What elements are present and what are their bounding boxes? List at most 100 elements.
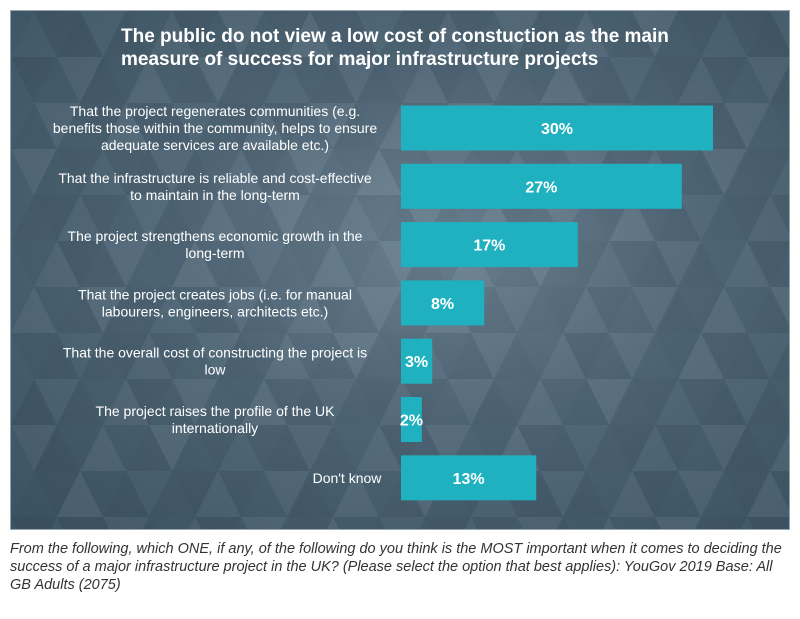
category-label-line: That the overall cost of constructing th… — [63, 345, 367, 361]
category-label-line: labourers, engineers, architects etc.) — [102, 303, 328, 319]
background-triangle — [333, 379, 379, 425]
chart-caption: From the following, which ONE, if any, o… — [10, 541, 782, 593]
background-triangle — [471, 57, 517, 103]
background-triangle — [103, 517, 149, 530]
bar-value-label: 17% — [473, 238, 505, 255]
background-triangle — [195, 103, 241, 149]
background-triangle — [770, 433, 789, 471]
background-triangle — [563, 333, 609, 379]
chart-title: The public do not view a low cost of con… — [121, 26, 669, 70]
background-triangle — [724, 471, 770, 517]
background-triangle — [540, 287, 586, 333]
background-triangle — [218, 103, 264, 149]
bar — [401, 163, 682, 209]
category-label: Don't know — [313, 470, 383, 486]
background-triangle — [241, 287, 287, 333]
background-triangle — [126, 195, 172, 241]
background-triangle — [126, 57, 172, 103]
background-triangle — [586, 425, 632, 471]
background-triangle — [287, 241, 333, 287]
background-triangle — [241, 517, 287, 529]
background-triangle — [678, 241, 724, 287]
background-triangle — [609, 241, 655, 287]
background-triangle — [126, 149, 172, 195]
background-triangle — [701, 57, 747, 103]
background-triangle — [563, 11, 609, 57]
background-triangle — [287, 379, 333, 425]
background-triangle — [655, 287, 701, 333]
background-triangle — [701, 195, 747, 241]
background-triangle — [701, 149, 747, 195]
category-label: That the overall cost of constructing th… — [63, 345, 367, 378]
background-triangle — [402, 11, 448, 57]
background-triangle — [701, 425, 747, 471]
background-triangle — [172, 57, 218, 103]
background-triangle — [471, 379, 517, 425]
background-triangle — [655, 425, 701, 471]
chart-title-line: measure of success for major infrastruct… — [121, 49, 598, 70]
background-triangle — [149, 195, 195, 241]
background-triangle — [241, 425, 287, 471]
background-triangle — [264, 241, 310, 287]
background-triangle — [287, 287, 333, 333]
background-triangle — [172, 241, 218, 287]
background-triangle — [632, 57, 678, 103]
background-triangle — [787, 525, 789, 529]
background-triangle — [540, 333, 586, 379]
background-triangle — [724, 241, 770, 287]
bar-value-label: 8% — [431, 296, 454, 313]
background-triangle — [333, 103, 379, 149]
background-triangle — [356, 195, 402, 241]
background-triangle — [471, 517, 517, 529]
background-triangle — [724, 333, 770, 379]
background-triangle — [770, 341, 789, 379]
background-triangle — [103, 379, 149, 425]
background-triangle — [494, 333, 540, 379]
background-triangle — [264, 195, 310, 241]
background-triangle — [34, 241, 80, 287]
background-triangle — [103, 11, 149, 57]
background-triangle — [333, 333, 379, 379]
background-triangle — [678, 379, 724, 425]
category-label-line: That the project regenerates communities… — [70, 103, 360, 119]
background-triangle — [609, 517, 655, 530]
background-triangle — [149, 517, 195, 530]
background-triangle — [586, 287, 632, 333]
background-triangle — [517, 11, 563, 57]
background-triangle — [356, 149, 402, 195]
background-triangle — [333, 471, 379, 517]
background-triangle — [373, 517, 385, 529]
background-triangle — [149, 425, 195, 471]
background-triangle — [149, 241, 195, 287]
background-triangle — [80, 287, 126, 333]
background-triangle — [34, 11, 80, 57]
background-triangle — [379, 11, 425, 57]
background-triangle — [540, 57, 586, 103]
background-triangle — [425, 57, 471, 103]
background-triangle — [241, 149, 287, 195]
background-triangle — [609, 471, 655, 517]
background-triangle — [287, 471, 333, 517]
background-triangle — [34, 195, 80, 241]
background-triangle — [11, 149, 57, 195]
background-triangle — [189, 517, 201, 529]
background-triangle — [770, 195, 789, 233]
background-triangle — [149, 471, 195, 517]
background-triangle — [195, 287, 241, 333]
background-triangle — [557, 517, 569, 529]
background-triangle — [471, 425, 517, 471]
bar — [401, 280, 485, 326]
background-triangle — [57, 149, 103, 195]
category-label-line: adequate services are available etc.) — [101, 137, 329, 153]
background-triangle — [264, 333, 310, 379]
background-triangle — [195, 195, 241, 241]
background-triangle — [11, 425, 57, 471]
background-triangle — [655, 517, 701, 529]
background-triangle — [264, 425, 310, 471]
background-triangle — [287, 517, 333, 529]
bar — [401, 455, 537, 501]
background-triangle — [241, 57, 287, 103]
background-triangle — [310, 103, 356, 149]
background-triangle — [402, 379, 448, 425]
category-label-line: That the infrastructure is reliable and … — [58, 170, 372, 186]
